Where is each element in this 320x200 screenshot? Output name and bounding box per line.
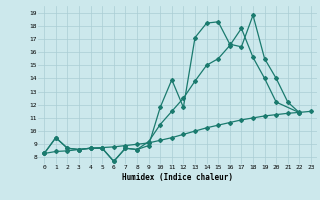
X-axis label: Humidex (Indice chaleur): Humidex (Indice chaleur) [122, 173, 233, 182]
